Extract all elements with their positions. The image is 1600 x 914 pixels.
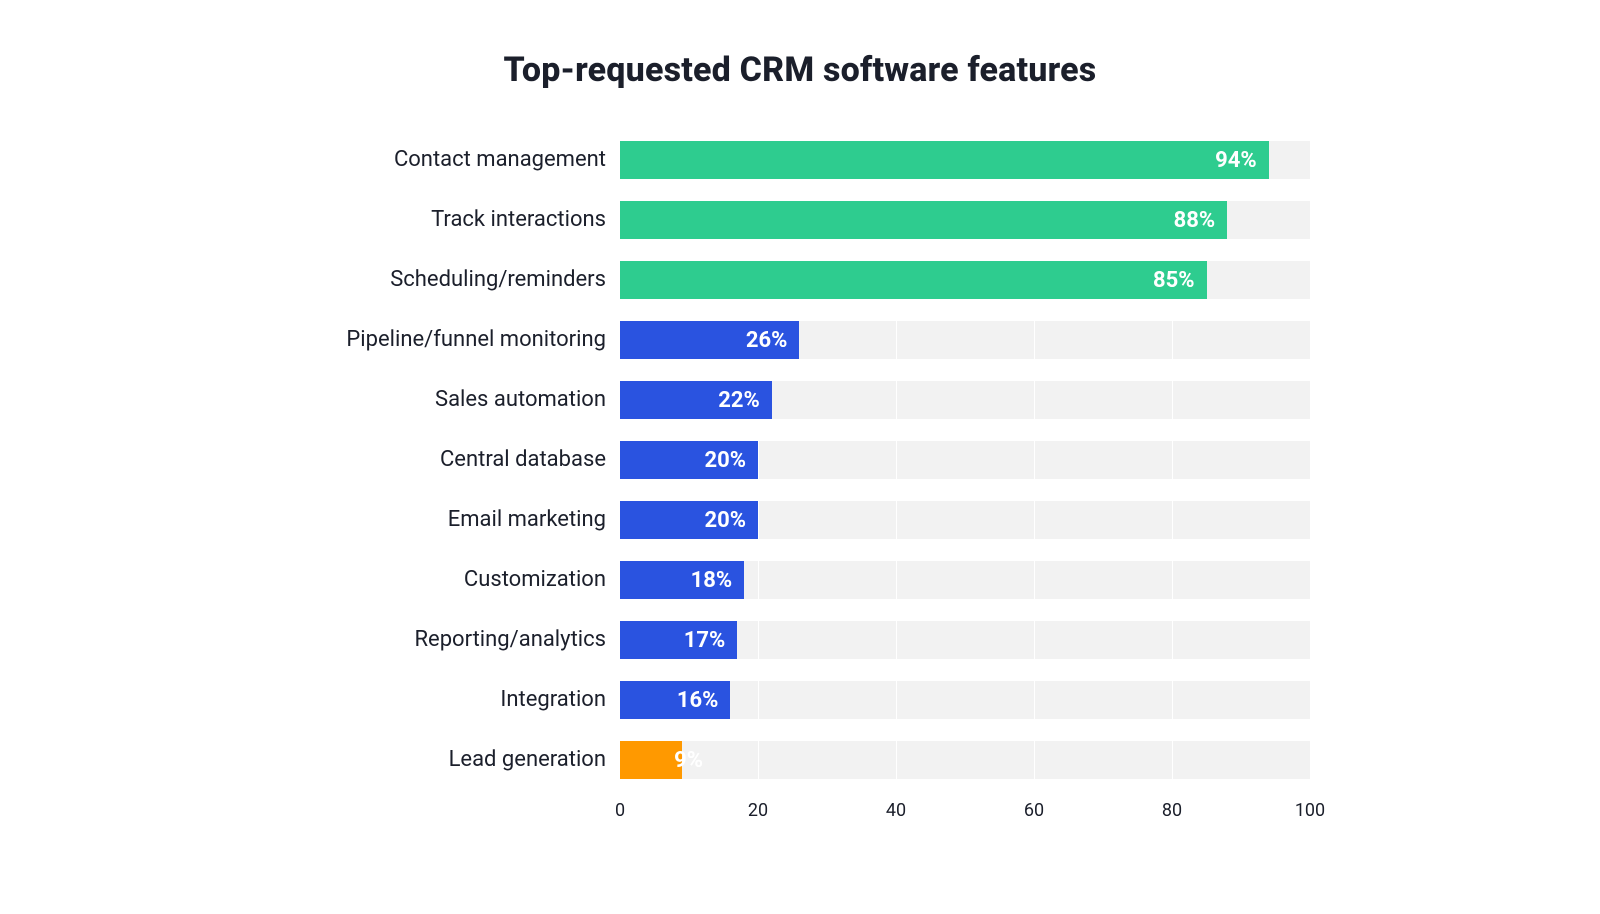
- plot-column: 94%88%85%26%22%20%20%18%17%16%9% 0204060…: [620, 130, 1310, 830]
- bar: 85%: [620, 261, 1207, 299]
- bar: 26%: [620, 321, 799, 359]
- gridline: [1310, 130, 1311, 794]
- x-tick-label: 80: [1162, 800, 1182, 821]
- bar: 20%: [620, 441, 758, 479]
- category-label: Reporting/analytics: [414, 610, 620, 670]
- category-label: Central database: [440, 430, 620, 490]
- category-label: Contact management: [394, 130, 620, 190]
- x-tick-label: 60: [1024, 800, 1044, 821]
- bar-value-label: 20%: [704, 508, 746, 533]
- category-label: Integration: [500, 670, 620, 730]
- bar-value-label: 17%: [684, 628, 726, 653]
- bar: 94%: [620, 141, 1269, 179]
- bar-value-label: 26%: [746, 328, 788, 353]
- chart: Contact managementTrack interactionsSche…: [290, 130, 1310, 830]
- bar-value-label: 16%: [677, 688, 719, 713]
- page: Top-requested CRM software features Cont…: [0, 0, 1600, 914]
- bar: 22%: [620, 381, 772, 419]
- x-tick-label: 20: [748, 800, 768, 821]
- x-axis: 020406080100: [620, 790, 1310, 830]
- bar-value-label: 20%: [704, 448, 746, 473]
- chart-title: Top-requested CRM software features: [0, 50, 1600, 90]
- category-label: Lead generation: [449, 730, 620, 790]
- bar: 9%: [620, 741, 682, 779]
- plot-area: 94% 88% 85% 26% 22% 20% 20% 18% 17% 16% 9%: [620, 130, 1310, 790]
- x-tick-label: 40: [886, 800, 906, 821]
- bar: 17%: [620, 621, 737, 659]
- category-label: Sales automation: [435, 370, 620, 430]
- bar-value-label: 94%: [1215, 148, 1257, 173]
- bar: 18%: [620, 561, 744, 599]
- y-axis-labels: Contact managementTrack interactionsSche…: [290, 130, 620, 790]
- category-label: Pipeline/funnel monitoring: [346, 310, 620, 370]
- bar-value-label: 88%: [1174, 208, 1216, 233]
- bar-value-label: 9%: [674, 748, 703, 773]
- category-label: Email marketing: [448, 490, 620, 550]
- bar: 16%: [620, 681, 730, 719]
- category-label: Customization: [464, 550, 620, 610]
- bar: 88%: [620, 201, 1227, 239]
- x-tick-label: 0: [615, 800, 625, 821]
- row-background: [620, 741, 1310, 779]
- category-label: Scheduling/reminders: [390, 250, 620, 310]
- category-label: Track interactions: [431, 190, 620, 250]
- bar-value-label: 22%: [718, 388, 760, 413]
- bar-value-label: 85%: [1153, 268, 1195, 293]
- bar: 20%: [620, 501, 758, 539]
- bar-value-label: 18%: [691, 568, 733, 593]
- x-tick-label: 100: [1295, 800, 1325, 821]
